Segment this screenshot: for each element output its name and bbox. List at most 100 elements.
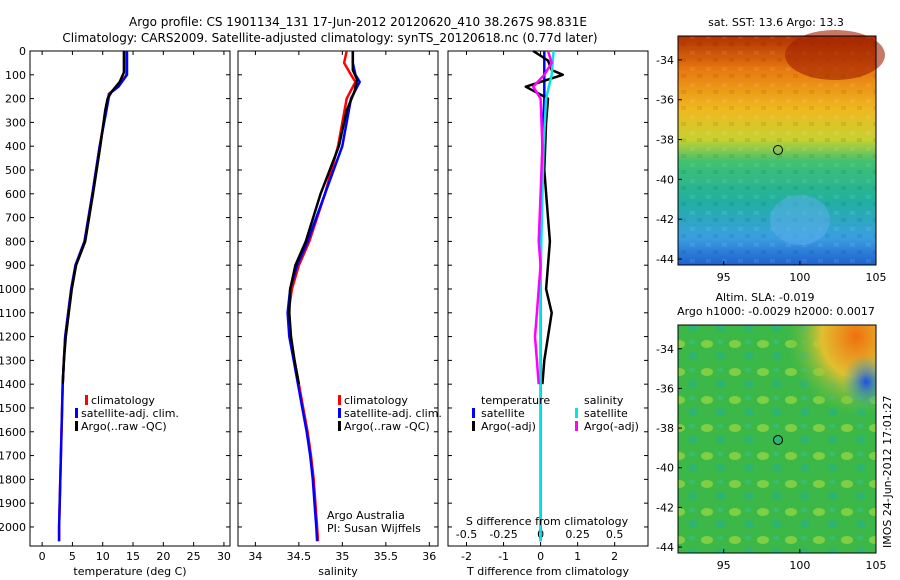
depth-tick-label: 1100 xyxy=(0,307,26,320)
legend-swatch-argo xyxy=(75,421,78,431)
plot-frame xyxy=(29,50,231,547)
legend-label: Argo(-adj) xyxy=(584,420,639,433)
argo-location-marker xyxy=(773,435,783,445)
x-axis-label: T difference from climatology xyxy=(466,565,629,578)
legend-label: satellite xyxy=(584,407,628,420)
sst-map-title: sat. SST: 13.6 Argo: 13.3 xyxy=(708,16,844,29)
x-tick-label: -1 xyxy=(498,550,509,563)
map-x-tick-label: 105 xyxy=(866,559,887,572)
map-y-tick-label: -40 xyxy=(656,462,674,475)
depth-tick-label: 700 xyxy=(5,212,26,225)
depth-tick-label: 1700 xyxy=(0,450,26,463)
map-y-tick-label: -38 xyxy=(656,134,674,147)
depth-tick-label: 1200 xyxy=(0,331,26,344)
series-line-satellite-adj--clim- xyxy=(286,51,361,542)
map-y-tick-label: -34 xyxy=(656,343,674,356)
depth-tick-label: 1300 xyxy=(0,354,26,367)
x-tick-label: 0 xyxy=(537,550,544,563)
sla-low-patch xyxy=(678,325,876,553)
map-y-tick-label: -44 xyxy=(656,541,674,554)
series-line-satellite xyxy=(539,50,555,542)
depth-tick-label: 1900 xyxy=(0,497,26,510)
temperature-panel: 0 5 10 15 20 25 30 temperature (deg C) xyxy=(29,50,231,578)
map-x-tick-label: 105 xyxy=(866,271,887,284)
x-tick-label: -2 xyxy=(461,550,472,563)
depth-tick-label: 600 xyxy=(5,188,26,201)
legend-swatch-climatology xyxy=(338,395,341,405)
legend-swatch-satellite xyxy=(75,408,78,418)
depth-tick-label: 1500 xyxy=(0,402,26,415)
legend-label: satellite-adj. clim. xyxy=(81,407,179,420)
legend-label: climatology xyxy=(91,394,155,407)
legend-swatch-temp-argo xyxy=(472,421,475,431)
top-tick-label: 0.25 xyxy=(565,528,590,541)
x-tick-label: 35.5 xyxy=(374,550,399,563)
map-x-tick-label: 95 xyxy=(717,271,731,284)
sst-warm-patch xyxy=(785,30,885,80)
map-y-tick-label: -36 xyxy=(656,382,674,395)
temperature-legend: climatology satellite-adj. clim. Argo(..… xyxy=(75,394,179,433)
x-axis-label: salinity xyxy=(318,565,358,578)
sst-cool-patch xyxy=(770,195,830,245)
depth-tick-label: 1800 xyxy=(0,473,26,486)
x-axis-label: temperature (deg C) xyxy=(73,565,186,578)
legend-swatch-temp-satellite xyxy=(472,408,475,418)
depth-tick-label: 400 xyxy=(5,140,26,153)
x-tick-label: 35 xyxy=(335,550,349,563)
legend-label: Argo(..raw -QC) xyxy=(81,420,167,433)
legend-label: Argo(..raw -QC) xyxy=(344,420,430,433)
salinity-legend: climatology satellite-adj. clim. Argo(..… xyxy=(338,394,442,433)
depth-tick-label: 1400 xyxy=(0,378,26,391)
sla-map-frame xyxy=(677,324,877,554)
sla-map-axis: 95 100 105 -34 -36 -38 -40 -42 -44 xyxy=(656,343,886,572)
legend-title-salinity: salinity xyxy=(584,394,624,407)
x-tick-label: 25 xyxy=(187,550,201,563)
imos-timestamp: IMOS 24-Jun-2012 17:01:27 xyxy=(881,395,894,548)
x-tick-label: 20 xyxy=(156,550,170,563)
sla-map-title-1: Altim. SLA: -0.019 xyxy=(715,291,814,304)
legend-swatch-climatology xyxy=(85,395,88,405)
top-tick-label: -0.25 xyxy=(489,528,517,541)
map-y-tick-label: -34 xyxy=(656,54,674,67)
depth-tick-label: 2000 xyxy=(0,521,26,534)
map-x-tick-label: 100 xyxy=(789,271,810,284)
legend-label: satellite xyxy=(481,407,525,420)
depth-tick-label: 500 xyxy=(5,164,26,177)
series-line-argo---raw--qc- xyxy=(61,51,126,385)
credit-line-2: PI: Susan Wijffels xyxy=(327,522,421,535)
x-tick-label: 2 xyxy=(611,550,618,563)
difference-panel: -2 -1 0 1 2-0.5 -0.25 0 0.25 0.5T difference fro… xyxy=(447,49,649,578)
map-y-tick-label: -42 xyxy=(656,501,674,514)
sst-map xyxy=(677,30,885,266)
legend-label: satellite-adj. clim. xyxy=(344,407,442,420)
sla-map-title-2: Argo h1000: -0.0029 h2000: 0.0017 xyxy=(677,305,875,318)
x-tick-label: 36 xyxy=(422,550,436,563)
depth-tick-label: 100 xyxy=(5,69,26,82)
depth-tick-label: 1600 xyxy=(0,426,26,439)
depth-tick-label: 900 xyxy=(5,259,26,272)
x-tick-label: 10 xyxy=(96,550,110,563)
plot-frame xyxy=(237,50,439,547)
legend-label: Argo(-adj) xyxy=(481,420,536,433)
header-line-1: Argo profile: CS 1901134_131 17-Jun-2012… xyxy=(129,15,587,29)
map-y-tick-label: -38 xyxy=(656,422,674,435)
depth-tick-label: 800 xyxy=(5,235,26,248)
legend-title-temperature: temperature xyxy=(481,394,550,407)
salinity-panel: 34 34.5 35 35.5 36 salinity xyxy=(237,50,439,578)
x-tick-label: 0 xyxy=(39,550,46,563)
top-tick-label: 0.5 xyxy=(606,528,624,541)
series-line-argo--adj- xyxy=(524,49,565,385)
difference-legend: temperature salinity satellite Argo(-adj… xyxy=(472,394,639,433)
sst-map-axis: 95 100 105 -34 -36 -38 -40 -42 -44 xyxy=(656,54,886,284)
depth-tick-label: 300 xyxy=(5,116,26,129)
legend-label: climatology xyxy=(344,394,408,407)
series-line-argo--adj- xyxy=(531,50,553,385)
argo-location-marker xyxy=(773,145,783,155)
depth-tick-label: 1000 xyxy=(0,283,26,296)
map-y-tick-label: -44 xyxy=(656,253,674,266)
map-x-tick-label: 100 xyxy=(789,559,810,572)
legend-swatch-argo xyxy=(338,421,341,431)
x-tick-label: 34.5 xyxy=(287,550,312,563)
legend-swatch-sal-argo xyxy=(575,421,578,431)
